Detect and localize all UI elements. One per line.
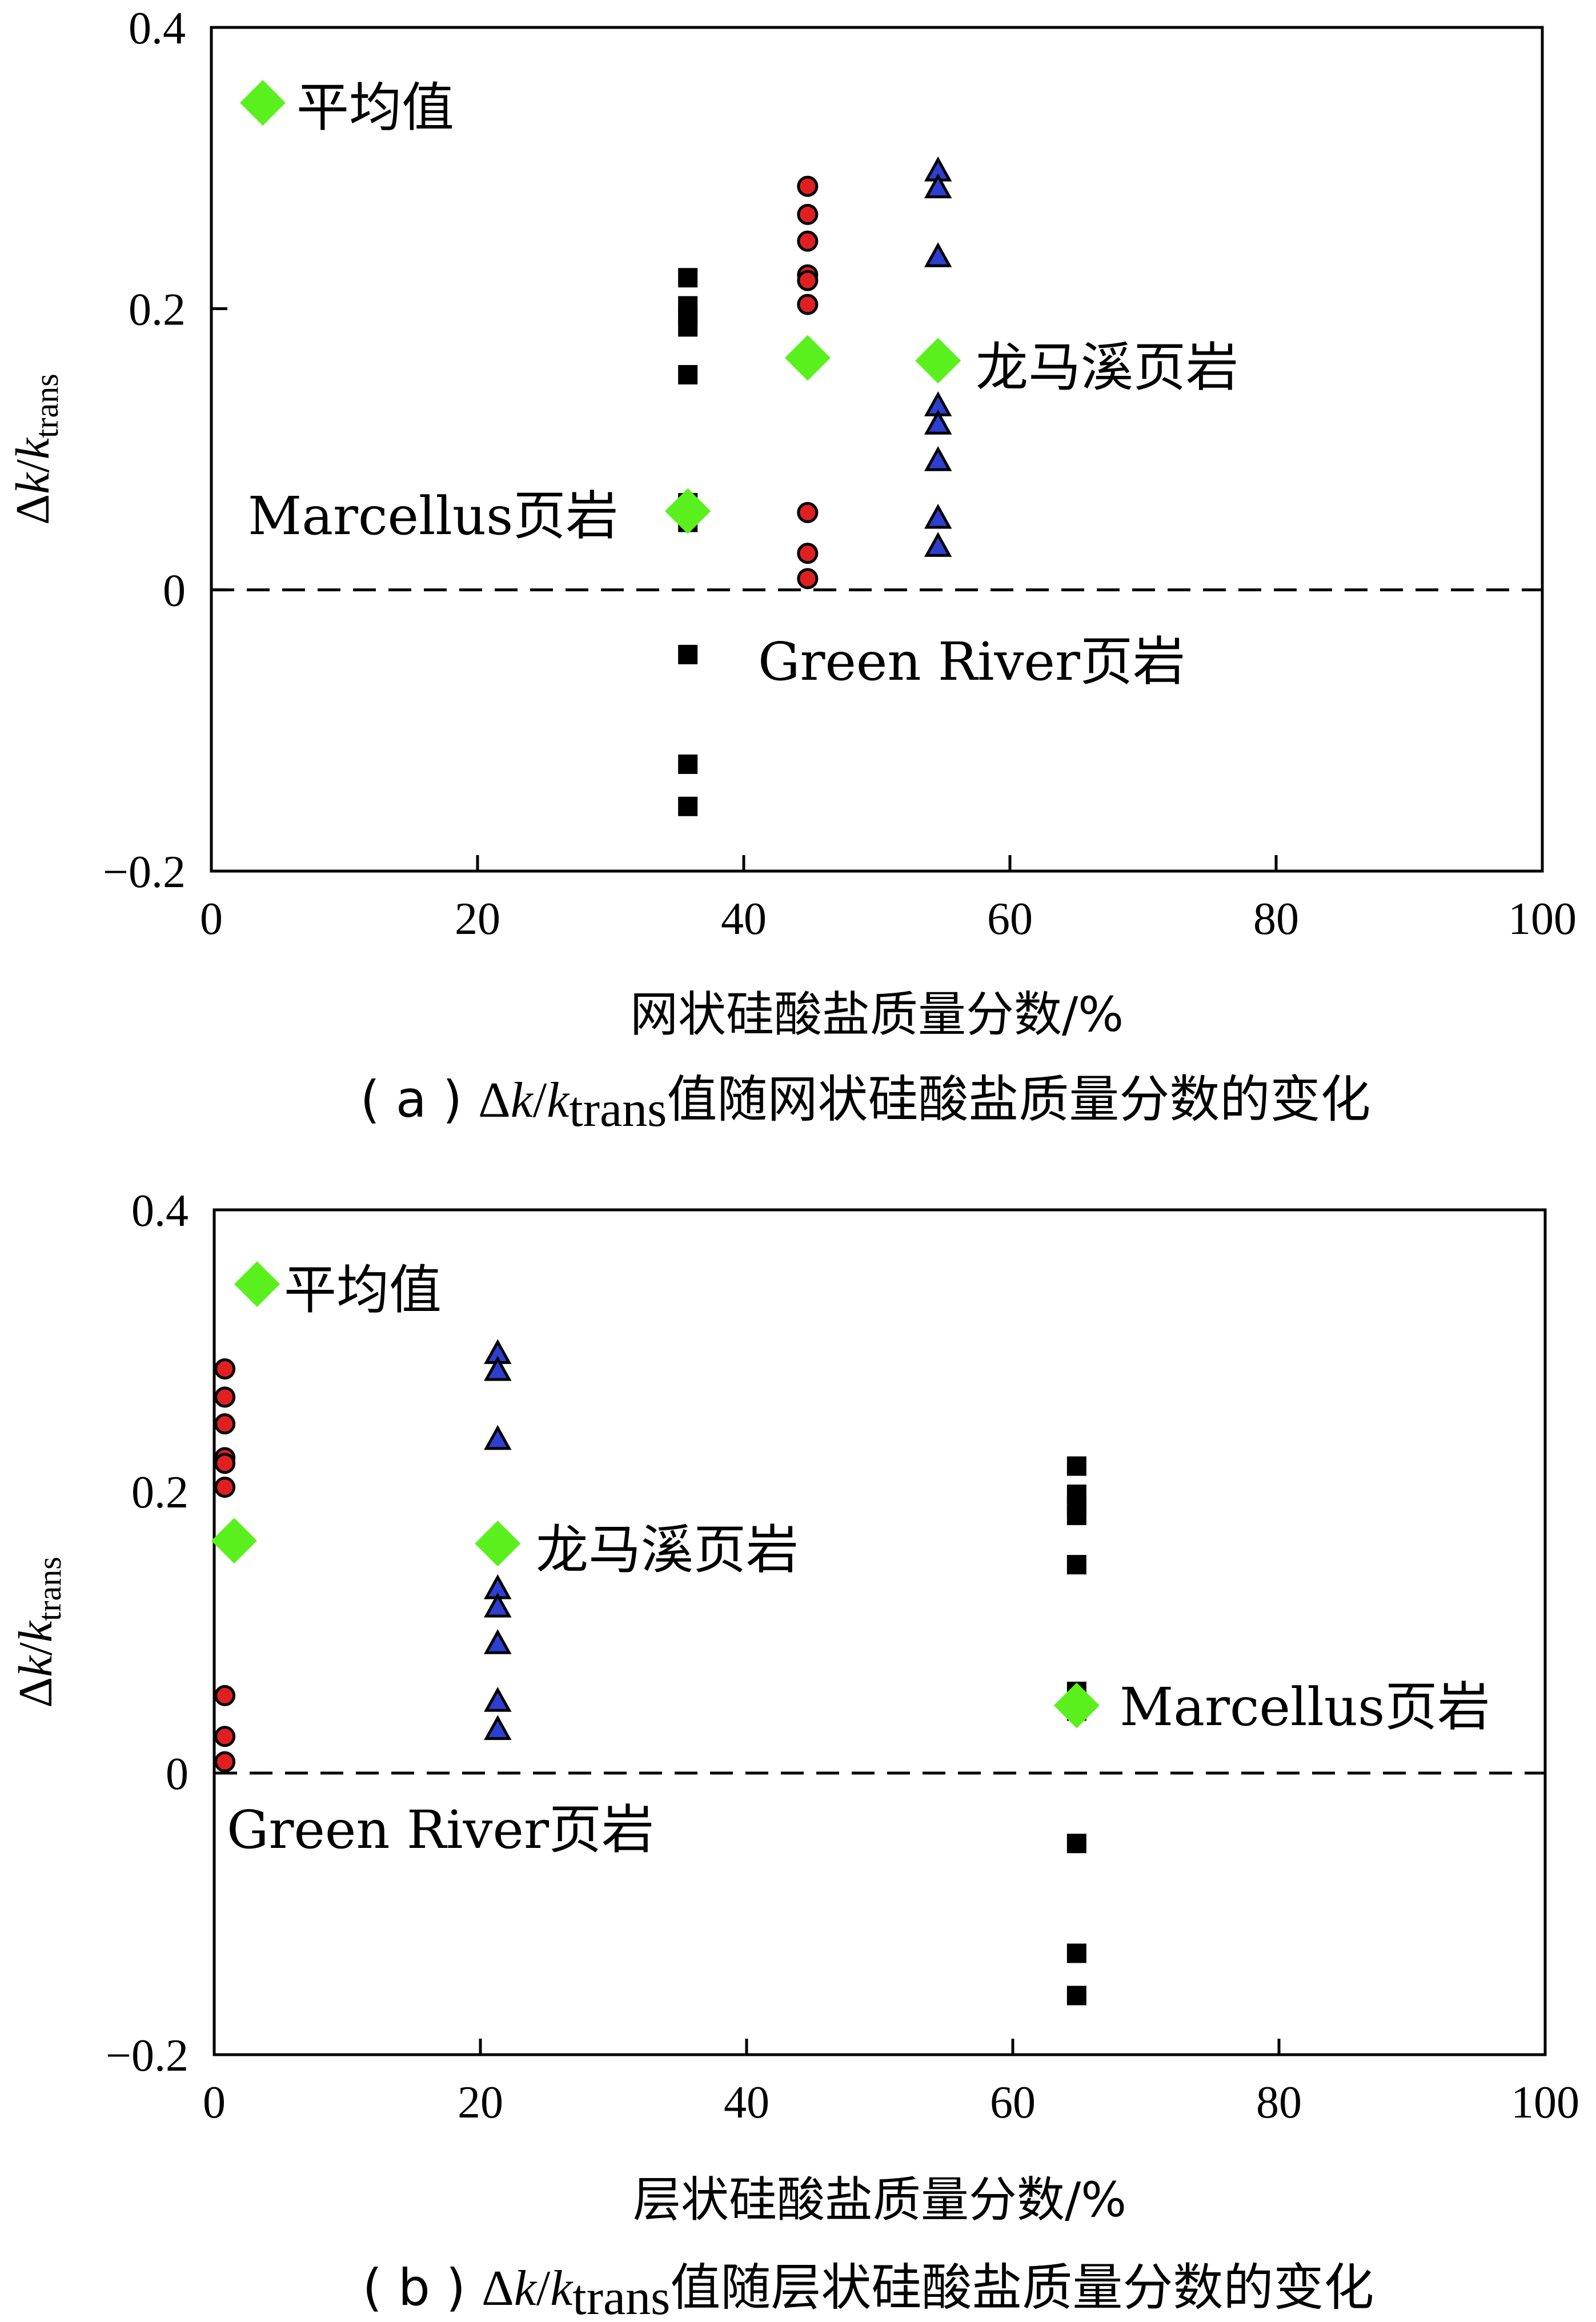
data-point-circle: [214, 1413, 236, 1435]
data-point-triangle: [924, 410, 952, 435]
data-point-square: [678, 754, 698, 774]
x-tick-label: 20: [455, 894, 500, 944]
group-label: Green River页岩: [758, 631, 1185, 692]
data-point-square: [1066, 1505, 1086, 1525]
data-point-square: [1066, 1555, 1086, 1575]
y-tick-label: −0.2: [103, 847, 186, 897]
mean-point-diamond: [1053, 1682, 1100, 1729]
group-label: 龙马溪页岩: [976, 337, 1238, 398]
legend-marker-diamond: [240, 80, 286, 126]
series-2: 龙马溪页岩: [915, 156, 1238, 557]
data-point-circle: [797, 230, 819, 252]
data-point-square: [678, 317, 698, 337]
y-tick-label: 0.2: [131, 1467, 189, 1518]
panel-caption: ( b ) Δk/ktrans值随层状硅酸盐质量分数的变化: [363, 2258, 1374, 2322]
legend-label: 平均值: [296, 77, 454, 138]
data-point-circle: [797, 502, 819, 523]
legend-label: 平均值: [284, 1260, 442, 1321]
x-tick-label: 0: [203, 2078, 226, 2128]
y-tick-label: −0.2: [106, 2031, 189, 2081]
x-axis-label: 网状硅酸盐质量分数/%: [630, 986, 1124, 1042]
x-tick-label: 100: [1508, 894, 1577, 944]
group-label: Green River页岩: [227, 1799, 654, 1860]
mean-point-diamond: [211, 1518, 257, 1564]
x-tick-label: 40: [721, 894, 767, 944]
y-tick-label: 0.2: [129, 284, 186, 335]
x-tick-label: 100: [1511, 2078, 1579, 2128]
series-1: 龙马溪页岩: [475, 1339, 799, 1741]
data-point-square: [678, 644, 698, 664]
data-point-square: [1066, 1834, 1086, 1854]
data-point-triangle: [924, 532, 952, 557]
data-point-triangle: [484, 1629, 512, 1654]
data-point-circle: [797, 568, 819, 589]
series-0: Marcellus页岩: [248, 268, 711, 816]
legend: 平均值: [240, 77, 454, 138]
x-tick-label: 60: [990, 2078, 1036, 2128]
series-2: Marcellus页岩: [1053, 1456, 1490, 2006]
data-point-circle: [214, 1453, 236, 1474]
data-point-triangle: [484, 1687, 512, 1712]
data-point-triangle: [924, 446, 952, 471]
group-label: Marcellus页岩: [1120, 1677, 1490, 1738]
data-point-triangle: [924, 242, 952, 267]
data-point-triangle: [484, 1425, 512, 1450]
y-tick-label: 0.4: [129, 3, 186, 54]
data-point-triangle: [484, 1355, 512, 1381]
data-point-circle: [797, 175, 819, 197]
x-tick-label: 80: [1256, 2078, 1302, 2128]
panel-b: 0 20 40 60 80 100 0.4 0.2 0 −0.2 层状硅酸盐质量分数/% Δk/ktr…: [9, 1186, 1579, 2322]
data-point-triangle: [924, 503, 952, 529]
data-point-circle: [797, 543, 819, 564]
group-label: Marcellus页岩: [248, 486, 618, 547]
data-point-circle: [214, 1477, 236, 1498]
y-tick-label: 0: [163, 566, 186, 616]
data-point-circle: [797, 294, 819, 315]
legend: 平均值: [234, 1260, 442, 1321]
mean-point-diamond: [475, 1521, 521, 1567]
x-tick-label: 80: [1253, 894, 1299, 944]
data-point-circle: [214, 1726, 236, 1747]
y-axis-label: Δk/ktrans: [9, 1557, 68, 1708]
plot-frame: [212, 1208, 1547, 2056]
panel-a: 0 20 40 60 80 100 0.4 0.2 0 −0.2 网状硅酸盐质量分数/% Δk/ktr…: [6, 3, 1577, 1137]
plot-frame: [210, 26, 1544, 873]
data-point-square: [1066, 1456, 1086, 1476]
group-label: 龙马溪页岩: [536, 1519, 799, 1581]
panel-caption: ( a ) Δk/ktrans值随网状硅酸盐质量分数的变化: [360, 1070, 1371, 1137]
x-tick-label: 60: [987, 894, 1033, 944]
y-tick-label: 0.4: [131, 1186, 189, 1236]
mean-point-diamond: [915, 338, 961, 384]
data-point-circle: [214, 1751, 236, 1772]
data-point-triangle: [484, 1592, 512, 1618]
y-tick-label: 0: [166, 1749, 189, 1799]
data-point-circle: [797, 270, 819, 291]
data-point-circle: [214, 1685, 236, 1706]
x-tick-label: 40: [724, 2078, 769, 2128]
data-point-square: [1066, 1986, 1086, 2006]
data-point-square: [678, 365, 698, 385]
data-point-square: [678, 796, 698, 816]
data-point-circle: [214, 1358, 236, 1380]
data-point-square: [678, 268, 698, 288]
data-point-circle: [214, 1386, 236, 1408]
mean-point-diamond: [784, 335, 831, 381]
series-0: Green River页岩: [211, 1358, 654, 1860]
data-point-triangle: [924, 173, 952, 199]
x-tick-label: 0: [200, 894, 223, 944]
mean-point-diamond: [665, 488, 711, 534]
data-point-triangle: [484, 1715, 512, 1741]
data-point-circle: [797, 203, 819, 225]
data-point-square: [1066, 1943, 1086, 1963]
legend-marker-diamond: [234, 1261, 280, 1307]
y-axis-label: Δk/ktrans: [6, 374, 65, 525]
series-1: Green River页岩: [758, 175, 1185, 692]
x-axis-label: 层状硅酸盐质量分数/%: [633, 2172, 1126, 2228]
x-tick-label: 20: [458, 2078, 503, 2128]
